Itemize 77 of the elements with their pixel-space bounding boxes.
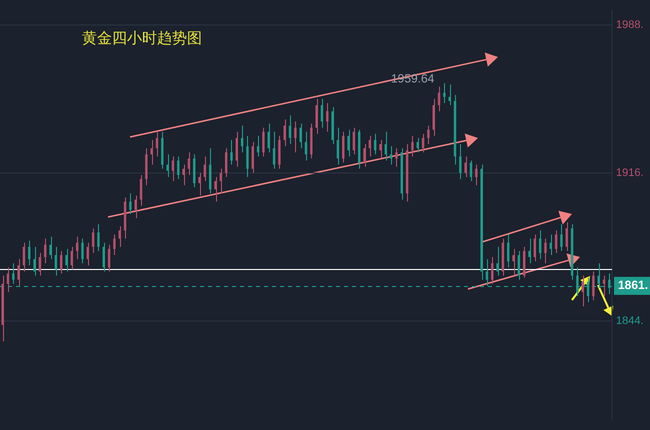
- candlestick: [33, 246, 36, 276]
- candlestick: [28, 240, 30, 266]
- candlestick: [342, 131, 344, 164]
- candlestick: [554, 230, 558, 254]
- candlestick: [326, 102, 328, 132]
- candlestick: [236, 131, 238, 168]
- candlestick: [315, 98, 318, 134]
- annotation: 1959.64: [390, 72, 435, 86]
- candlestick: [60, 250, 62, 274]
- y-tick-label: 1916.: [616, 166, 644, 179]
- candlestick: [347, 129, 350, 157]
- candlestick: [12, 262, 14, 284]
- candlestick: [240, 125, 244, 153]
- candlestick: [368, 135, 372, 157]
- candlestick: [496, 246, 499, 276]
- y-tick-label: 1844.: [616, 314, 644, 327]
- candlestick: [411, 135, 414, 157]
- candlestick: [507, 234, 510, 268]
- candlestick: [459, 144, 462, 180]
- candlestick: [538, 230, 542, 260]
- candlestick: [220, 168, 222, 194]
- candlestick: [86, 242, 90, 266]
- candlestick: [108, 244, 110, 272]
- candlestick: [284, 118, 286, 147]
- text: 黄金四小时趋势图: [82, 29, 202, 48]
- candlestick: [92, 228, 94, 254]
- candlestick: [534, 234, 536, 262]
- candlestick: [272, 131, 276, 170]
- candlestick: [491, 256, 494, 284]
- candlestick: [113, 234, 116, 256]
- candlestick: [44, 238, 46, 264]
- candlestick: [262, 127, 265, 157]
- candlestick: [256, 135, 260, 157]
- candlestick: [129, 192, 132, 214]
- candlestick: [384, 131, 388, 162]
- candlestick: [582, 275, 584, 307]
- candlestick: [427, 125, 430, 145]
- candlestick: [224, 148, 228, 178]
- candlestick: [602, 275, 606, 297]
- candlestick: [49, 236, 52, 260]
- candlestick: [336, 127, 340, 166]
- candlestick: [294, 121, 297, 153]
- candlestick: [443, 82, 446, 104]
- candlestick: [486, 258, 488, 286]
- candlestick: [560, 224, 563, 252]
- ref-line-label: 1861.: [618, 278, 648, 292]
- candlestick: [268, 123, 270, 153]
- candlestick: [448, 84, 451, 106]
- candlestick: [518, 250, 520, 280]
- candlestick: [188, 152, 190, 176]
- candlestick: [464, 156, 467, 178]
- candlestick: [76, 236, 78, 260]
- candlestick: [70, 246, 74, 270]
- candlestick: [150, 140, 153, 166]
- candlestick: [134, 194, 137, 219]
- candlestick: [177, 156, 180, 180]
- candlestick: [550, 234, 552, 256]
- candlestick: [17, 258, 20, 286]
- candlestick: [592, 270, 595, 301]
- candlestick: [198, 172, 201, 196]
- candlestick: [102, 242, 105, 272]
- candlestick: [54, 246, 58, 276]
- candlestick: [204, 156, 206, 182]
- candlestick: [299, 123, 302, 149]
- candlestick: [166, 154, 169, 178]
- candlestick: [566, 222, 568, 252]
- y-tick-label: 1988.: [616, 19, 644, 32]
- candlestick: [352, 127, 356, 155]
- candlestick: [390, 146, 392, 166]
- candlestick: [182, 164, 185, 186]
- candlestick: [422, 133, 424, 153]
- candlestick: [118, 226, 121, 248]
- candlestick: [374, 133, 376, 155]
- candlestick: [252, 142, 254, 174]
- candlestick: [38, 252, 42, 276]
- candlestick: [416, 137, 419, 153]
- candlestick: [475, 164, 478, 186]
